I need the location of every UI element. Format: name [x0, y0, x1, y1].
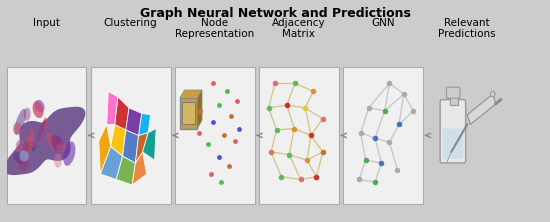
- Text: GNN: GNN: [371, 18, 395, 28]
- Polygon shape: [107, 91, 118, 124]
- FancyBboxPatch shape: [91, 67, 170, 204]
- Ellipse shape: [13, 152, 26, 164]
- Polygon shape: [142, 129, 156, 160]
- Polygon shape: [139, 113, 151, 135]
- Ellipse shape: [63, 141, 75, 166]
- Ellipse shape: [28, 141, 36, 151]
- Polygon shape: [116, 156, 135, 185]
- FancyBboxPatch shape: [259, 67, 339, 204]
- Text: Adjacency
Matrix: Adjacency Matrix: [272, 18, 326, 39]
- Ellipse shape: [36, 119, 46, 142]
- Text: Clustering: Clustering: [104, 18, 157, 28]
- FancyBboxPatch shape: [443, 129, 463, 159]
- FancyBboxPatch shape: [175, 67, 255, 204]
- Ellipse shape: [46, 132, 57, 149]
- Polygon shape: [99, 124, 111, 174]
- Ellipse shape: [15, 109, 26, 134]
- Ellipse shape: [24, 108, 31, 121]
- Text: Node
Representation: Node Representation: [175, 18, 255, 39]
- Ellipse shape: [13, 122, 21, 135]
- Ellipse shape: [15, 139, 26, 157]
- Polygon shape: [132, 152, 146, 185]
- FancyBboxPatch shape: [182, 102, 195, 124]
- FancyBboxPatch shape: [180, 98, 197, 129]
- FancyBboxPatch shape: [450, 95, 458, 105]
- Text: Input: Input: [33, 18, 60, 28]
- Polygon shape: [468, 94, 496, 124]
- Ellipse shape: [32, 101, 43, 118]
- FancyBboxPatch shape: [343, 67, 423, 204]
- FancyBboxPatch shape: [440, 100, 466, 163]
- Ellipse shape: [19, 151, 29, 162]
- Ellipse shape: [53, 136, 63, 151]
- Polygon shape: [123, 130, 139, 163]
- Polygon shape: [100, 147, 123, 179]
- Ellipse shape: [491, 91, 495, 97]
- Ellipse shape: [51, 135, 63, 151]
- Polygon shape: [111, 124, 126, 156]
- Polygon shape: [180, 90, 202, 98]
- Ellipse shape: [56, 143, 67, 152]
- FancyBboxPatch shape: [7, 67, 86, 204]
- Ellipse shape: [43, 117, 47, 130]
- FancyBboxPatch shape: [447, 87, 460, 98]
- Polygon shape: [4, 107, 85, 175]
- Polygon shape: [135, 133, 148, 163]
- Ellipse shape: [35, 100, 45, 113]
- Ellipse shape: [54, 153, 62, 168]
- Polygon shape: [126, 108, 142, 135]
- Polygon shape: [197, 90, 202, 129]
- Ellipse shape: [26, 135, 35, 147]
- Text: Graph Neural Network and Predictions: Graph Neural Network and Predictions: [140, 7, 410, 20]
- Ellipse shape: [18, 153, 29, 171]
- Polygon shape: [114, 97, 129, 130]
- Text: Relevant
Predictions: Relevant Predictions: [438, 18, 496, 39]
- Ellipse shape: [23, 142, 29, 158]
- Ellipse shape: [28, 126, 34, 154]
